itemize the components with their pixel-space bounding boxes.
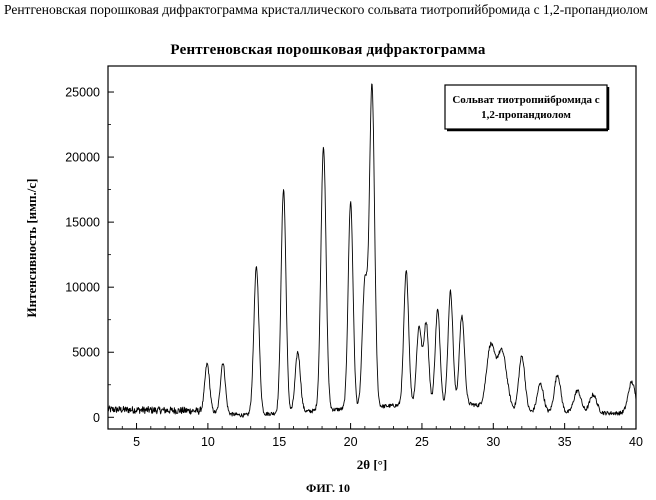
x-tick-label: 25 — [415, 435, 429, 449]
x-tick-label: 15 — [272, 435, 286, 449]
diffractogram-line — [107, 83, 637, 418]
y-tick-label: 15000 — [65, 216, 100, 230]
y-tick-label: 0 — [93, 411, 100, 425]
x-axis-label: 2θ [°] — [357, 457, 387, 472]
x-tick-label: 35 — [558, 435, 572, 449]
x-axis: 5 10 15 20 25 30 35 40 — [121, 423, 643, 449]
y-tick-label: 5000 — [72, 346, 100, 360]
legend-box: Сольват тиотропийбромида с 1,2-пропандио… — [444, 84, 610, 132]
x-tick-label: 20 — [344, 435, 358, 449]
x-tick-label: 30 — [486, 435, 500, 449]
y-axis-label: Интенсивность [имп./с] — [24, 179, 39, 318]
y-tick-label: 10000 — [65, 281, 100, 295]
y-tick-label: 20000 — [65, 151, 100, 165]
x-tick-label: 40 — [629, 435, 643, 449]
y-axis: 0 5000 10000 15000 20000 25000 — [65, 86, 114, 425]
x-tick-label: 5 — [133, 435, 140, 449]
figure-caption: ФИГ. 10 — [306, 481, 350, 495]
document-header: Рентгеновская порошковая дифрактограмма … — [4, 2, 648, 17]
legend-line-1: Сольват тиотропийбромида с — [452, 94, 599, 106]
plot-frame — [107, 65, 637, 430]
x-tick-label: 10 — [201, 435, 215, 449]
y-tick-label: 25000 — [65, 86, 100, 100]
legend-line-2: 1,2-пропандиолом — [481, 109, 571, 121]
chart-title: Рентгеновская порошковая дифрактограмма — [170, 42, 486, 58]
